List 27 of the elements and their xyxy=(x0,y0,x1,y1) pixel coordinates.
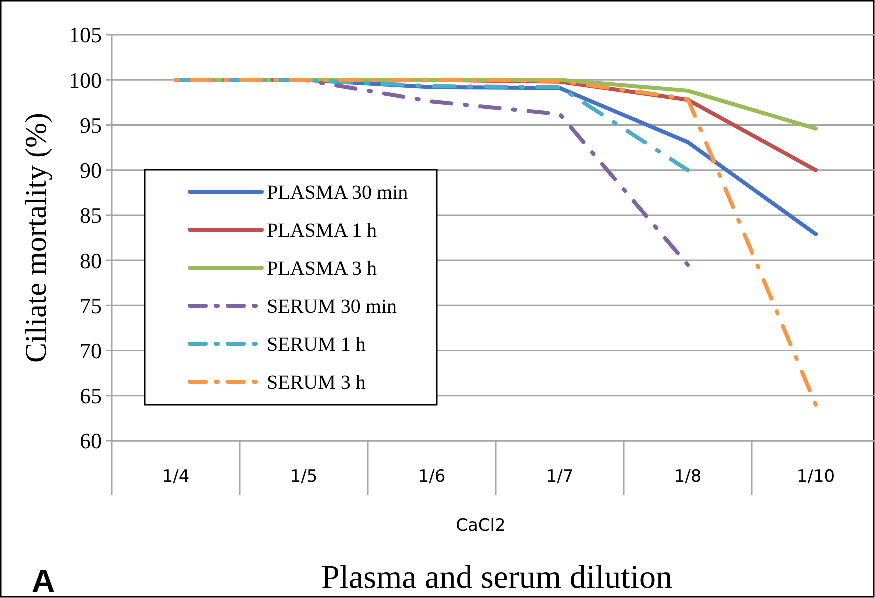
line-series xyxy=(174,78,818,407)
text: Plasma and serum dilution xyxy=(321,560,673,596)
legend-label: PLASMA 1 h xyxy=(267,220,378,242)
legend-label: SERUM 30 min xyxy=(267,296,398,318)
legend-label: SERUM 3 h xyxy=(267,372,366,394)
y-tick-label: 85 xyxy=(80,203,102,228)
y-tick-label: 80 xyxy=(80,248,102,274)
x-tick-label: 1/6 xyxy=(418,467,446,487)
y-tick-label: 95 xyxy=(80,112,102,138)
x-axis-title: CaCl2 xyxy=(456,516,506,536)
text: A xyxy=(32,563,56,598)
y-axis-title: Ciliate mortality (%) xyxy=(20,113,53,363)
y-tick-label: 90 xyxy=(80,158,102,184)
y-tick-label: 60 xyxy=(80,428,102,454)
x-tick-label: 1/5 xyxy=(290,467,318,487)
legend-label: PLASMA 30 min xyxy=(267,182,408,204)
legend-label: PLASMA 3 h xyxy=(267,258,378,280)
y-tick-label: 75 xyxy=(80,293,102,318)
legend-label: SERUM 1 h xyxy=(267,334,366,356)
x-tick-label: 1/4 xyxy=(162,467,190,487)
x-tick-label: 1/7 xyxy=(546,467,574,487)
y-tick-label: 70 xyxy=(80,338,102,364)
y-tick-label: 65 xyxy=(80,384,102,409)
x-tick-label: 1/8 xyxy=(674,467,702,487)
y-tick-label: 100 xyxy=(69,68,102,93)
y-tick-label: 105 xyxy=(69,22,102,48)
x-tick-label: 1/10 xyxy=(796,467,836,487)
